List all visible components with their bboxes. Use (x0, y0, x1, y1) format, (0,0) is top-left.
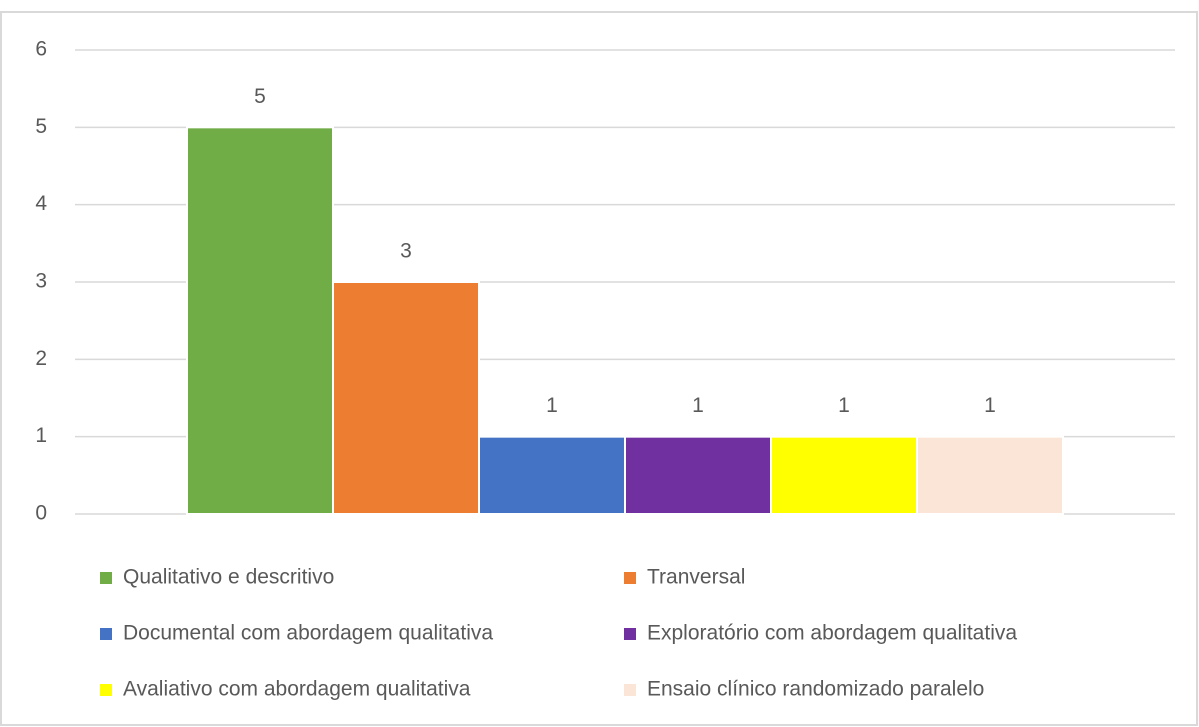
bar (186, 126, 334, 515)
legend-swatch (100, 628, 112, 640)
legend-swatch (100, 572, 112, 584)
data-label: 3 (400, 240, 412, 263)
y-tick-label: 0 (35, 502, 47, 525)
y-tick-label: 5 (35, 115, 47, 138)
legend-label: Tranversal (647, 566, 745, 589)
data-label: 1 (692, 394, 704, 417)
legend-swatch (624, 684, 636, 696)
data-label: 1 (984, 394, 996, 417)
y-tick-label: 3 (35, 270, 47, 293)
chart-frame (0, 11, 1198, 726)
legend-label: Avaliativo com abordagem qualitativa (123, 678, 471, 701)
data-label: 5 (254, 85, 266, 108)
data-label: 1 (546, 394, 558, 417)
legend-swatch (624, 628, 636, 640)
legend-swatch (624, 572, 636, 584)
bar (478, 435, 626, 515)
data-label: 1 (838, 394, 850, 417)
y-tick-label: 2 (35, 347, 47, 370)
y-tick-label: 6 (35, 38, 47, 61)
legend-swatch (100, 684, 112, 696)
legend-label: Exploratório com abordagem qualitativa (647, 622, 1017, 645)
legend-label: Ensaio clínico randomizado paralelo (647, 678, 984, 701)
bar (770, 435, 918, 515)
y-tick-label: 1 (35, 424, 47, 447)
y-tick-label: 4 (35, 192, 47, 215)
bar (916, 435, 1064, 515)
bar (332, 281, 480, 515)
legend-label: Documental com abordagem qualitativa (123, 622, 493, 645)
legend-label: Qualitativo e descritivo (123, 566, 334, 589)
bar (624, 435, 772, 515)
